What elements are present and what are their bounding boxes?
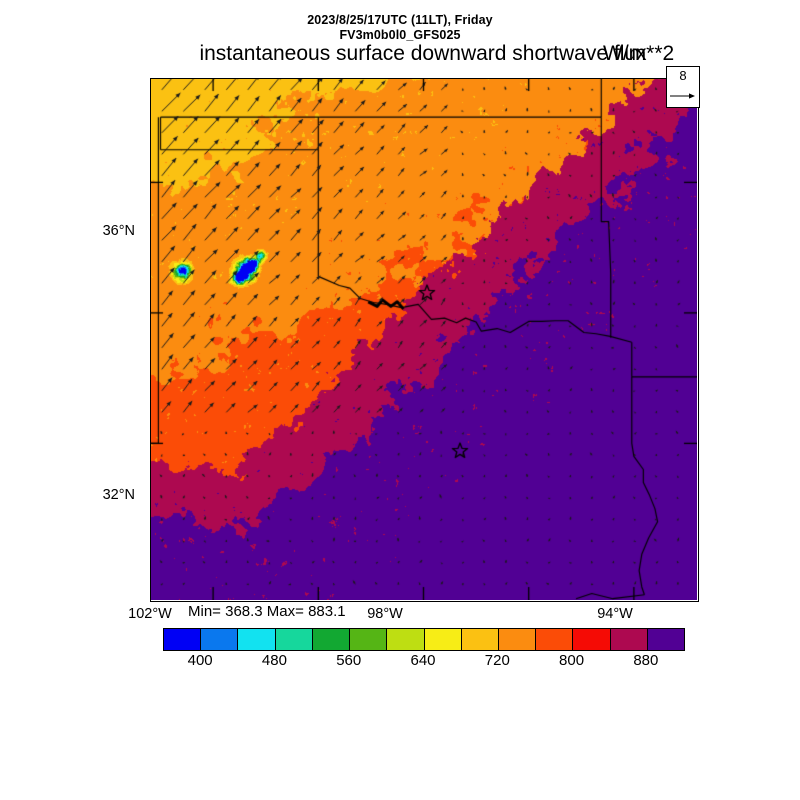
- lon-label-98w: 98°W: [367, 606, 403, 622]
- colorbar-segment-11: [573, 629, 611, 650]
- lon-label-102w: 102°W: [128, 606, 172, 622]
- colorbar-segment-12: [610, 629, 648, 650]
- colorbar-tick-560: 560: [336, 652, 362, 669]
- colorbar-segment-10: [536, 629, 574, 650]
- units-label: W/m**2: [603, 42, 675, 65]
- lon-label-94w: 94°W: [597, 606, 633, 622]
- colorbar-segment-4: [312, 629, 351, 650]
- colorbar-tick-640: 640: [410, 652, 436, 669]
- colorbar[interactable]: [163, 628, 685, 651]
- colorbar-segment-3: [275, 629, 313, 650]
- colorbar-segment-2: [238, 629, 276, 650]
- right-arrow-icon: [670, 93, 695, 99]
- colorbar-segment-6: [387, 629, 425, 650]
- colorbar-segment-1: [201, 629, 239, 650]
- map-panel[interactable]: [150, 78, 697, 600]
- colorbar-segment-13: [647, 629, 685, 650]
- wind-vector-legend: 8: [666, 66, 700, 108]
- colorbar-segment-0: [164, 629, 202, 650]
- colorbar-tick-400: 400: [187, 652, 213, 669]
- colorbar-tick-480: 480: [261, 652, 287, 669]
- lat-label-36n: 36°N: [102, 223, 135, 239]
- shortwave-flux-heatmap[interactable]: [150, 78, 697, 600]
- colorbar-tick-800: 800: [559, 652, 585, 669]
- colorbar-tick-880: 880: [633, 652, 659, 669]
- header-model-line: FV3m0b0l0_GFS025: [339, 28, 461, 42]
- lat-label-32n: 32°N: [102, 487, 135, 503]
- colorbar-segment-7: [424, 629, 462, 650]
- page-title: instantaneous surface downward shortwave…: [199, 42, 647, 65]
- colorbar-segment-8: [461, 629, 499, 650]
- colorbar-tick-720: 720: [484, 652, 510, 669]
- header-date-line: 2023/8/25/17UTC (11LT), Friday: [307, 13, 493, 27]
- colorbar-segment-5: [350, 629, 388, 650]
- colorbar-segment-9: [498, 629, 537, 650]
- minmax-stats-label: Min= 368.3 Max= 883.1: [188, 603, 346, 620]
- wind-legend-value: 8: [679, 68, 687, 83]
